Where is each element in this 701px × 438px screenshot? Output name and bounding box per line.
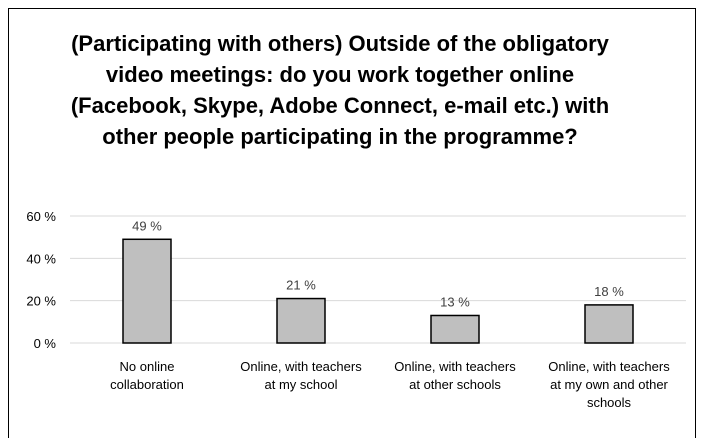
- x-tick-label-4-line-3: schools: [587, 395, 632, 410]
- x-tick-label-3-line-1: Online, with teachers: [394, 359, 516, 374]
- y-tick-label-20: 20 %: [26, 294, 56, 309]
- data-label-4: 18 %: [594, 284, 624, 299]
- x-tick-label-3-line-2: at other schools: [409, 377, 501, 392]
- bar-1: [122, 238, 172, 344]
- data-label-1: 49 %: [132, 218, 162, 233]
- chart-frame: [8, 8, 696, 438]
- x-tick-label-2-line-2: at my school: [265, 377, 338, 392]
- bar-3: [430, 314, 480, 344]
- x-tick-label-4-line-2: at my own and other: [550, 377, 668, 392]
- y-tick-label-60: 60 %: [26, 209, 56, 224]
- x-tick-label-1-line-2: collaboration: [110, 377, 184, 392]
- x-tick-label-1-line-1: No online: [120, 359, 175, 374]
- y-tick-label-40: 40 %: [26, 251, 56, 266]
- bar-2: [276, 297, 326, 344]
- chart-title: (Participating with others) Outside of t…: [70, 31, 610, 149]
- x-tick-label-2-line-1: Online, with teachers: [240, 359, 362, 374]
- y-tick-label-0: 0 %: [34, 336, 57, 351]
- data-label-2: 21 %: [286, 278, 316, 293]
- bar-chart-plot: 0 % 20 % 40 % 60 % 49 % No online collaboratio…: [26, 209, 686, 410]
- data-label-3: 13 %: [440, 294, 470, 309]
- bar-4: [584, 304, 634, 344]
- x-tick-label-4-line-1: Online, with teachers: [548, 359, 670, 374]
